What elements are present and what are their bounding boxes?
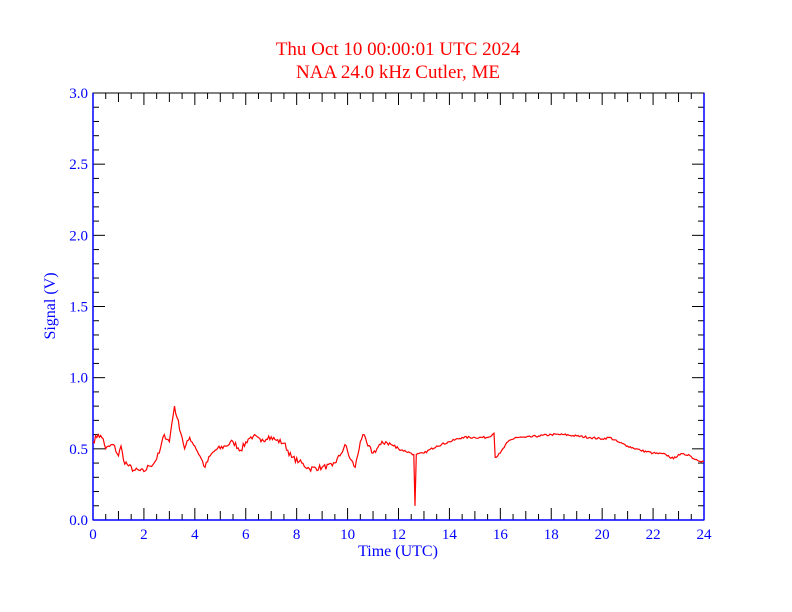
x-tick-label: 18 [544, 527, 559, 543]
x-tick-label: 6 [242, 527, 250, 543]
x-tick-label: 8 [293, 527, 301, 543]
x-tick-label: 20 [595, 527, 610, 543]
y-tick-label: 2.5 [69, 157, 88, 173]
x-tick-label: 24 [697, 527, 713, 543]
x-tick-label: 0 [89, 527, 97, 543]
y-tick-label: 3.0 [69, 86, 88, 102]
y-tick-labels: 0.0 0.5 1.0 1.5 2.0 2.5 3.0 [69, 86, 88, 529]
chart-title: Thu Oct 10 00:00:01 UTC 2024 [276, 39, 521, 60]
y-axis-label: Signal (V) [42, 272, 59, 339]
axis-ticks [92, 92, 705, 521]
plot-frame [92, 92, 705, 521]
x-tick-label: 12 [391, 527, 406, 543]
x-tick-label: 2 [140, 527, 148, 543]
x-axis-label: Time (UTC) [358, 543, 438, 560]
x-tick-labels: 0 2 4 6 8 10 12 14 16 18 20 22 24 [89, 527, 712, 543]
x-tick-label: 22 [646, 527, 661, 543]
y-tick-label: 1.0 [69, 371, 88, 387]
y-tick-label: 0.5 [69, 442, 88, 458]
chart-subtitle: NAA 24.0 kHz Cutler, ME [296, 62, 500, 83]
signal-line [92, 406, 705, 506]
x-tick-label: 16 [493, 527, 509, 543]
y-tick-label: 0.0 [69, 513, 88, 529]
x-tick-label: 4 [191, 527, 199, 543]
y-tick-label: 2.0 [69, 228, 88, 244]
x-tick-label: 14 [442, 527, 458, 543]
x-tick-label: 10 [340, 527, 355, 543]
y-tick-label: 1.5 [69, 300, 88, 316]
